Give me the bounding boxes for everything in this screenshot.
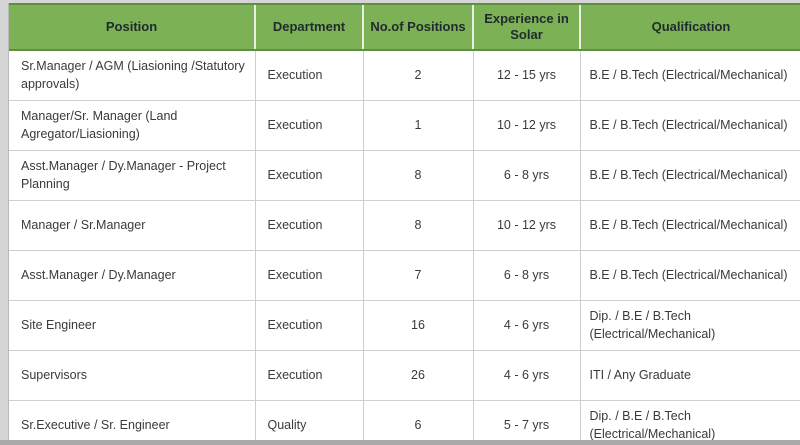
cell-position: Sr.Manager / AGM (Liasioning /Statutory … bbox=[9, 50, 255, 101]
cell-position: Supervisors bbox=[9, 350, 255, 401]
cell-qualification: B.E / B.Tech (Electrical/Mechanical) bbox=[579, 200, 800, 251]
cell-qualification: Dip. / B.E / B.Tech (Electrical/Mechanic… bbox=[579, 400, 800, 440]
cell-experience: 6 - 8 yrs bbox=[472, 150, 580, 201]
table-row: Sr.Executive / Sr. Engineer Quality 6 5 - 7… bbox=[9, 400, 800, 440]
cell-qualification: ITI / Any Graduate bbox=[579, 350, 800, 401]
cell-department: Execution bbox=[254, 100, 363, 151]
cell-count: 7 bbox=[362, 250, 473, 301]
cell-department: Execution bbox=[254, 50, 363, 101]
cell-experience: 12 - 15 yrs bbox=[472, 50, 580, 101]
cell-count: 8 bbox=[362, 200, 473, 251]
cell-experience: 10 - 12 yrs bbox=[472, 200, 580, 251]
cell-experience: 5 - 7 yrs bbox=[472, 400, 580, 440]
table-header-row: Position Department No.of Positions Expe… bbox=[9, 3, 800, 51]
cell-count: 6 bbox=[362, 400, 473, 440]
cell-qualification: B.E / B.Tech (Electrical/Mechanical) bbox=[579, 50, 800, 101]
cell-department: Execution bbox=[254, 200, 363, 251]
cell-department: Execution bbox=[254, 300, 363, 351]
cell-count: 1 bbox=[362, 100, 473, 151]
job-openings-table: Position Department No.of Positions Expe… bbox=[9, 3, 800, 440]
job-openings-table-container: Position Department No.of Positions Expe… bbox=[8, 3, 800, 440]
cell-position: Asst.Manager / Dy.Manager bbox=[9, 250, 255, 301]
cell-count: 8 bbox=[362, 150, 473, 201]
cell-count: 26 bbox=[362, 350, 473, 401]
cell-count: 2 bbox=[362, 50, 473, 101]
table-row: Supervisors Execution 26 4 - 6 yrs ITI / Any… bbox=[9, 350, 800, 401]
cell-qualification: B.E / B.Tech (Electrical/Mechanical) bbox=[579, 150, 800, 201]
cell-position: Sr.Executive / Sr. Engineer bbox=[9, 400, 255, 440]
cell-qualification: Dip. / B.E / B.Tech (Electrical/Mechanic… bbox=[579, 300, 800, 351]
table-row: Site Engineer Execution 16 4 - 6 yrs Dip. / … bbox=[9, 300, 800, 351]
table-body: Sr.Manager / AGM (Liasioning /Statutory … bbox=[9, 50, 800, 440]
cell-department: Execution bbox=[254, 350, 363, 401]
column-header-experience-in-solar: Experience in Solar bbox=[472, 3, 580, 51]
cell-position: Manager / Sr.Manager bbox=[9, 200, 255, 251]
column-header-qualification: Qualification bbox=[579, 3, 800, 51]
cell-experience: 6 - 8 yrs bbox=[472, 250, 580, 301]
cell-position: Asst.Manager / Dy.Manager - Project Plan… bbox=[9, 150, 255, 201]
column-header-department: Department bbox=[254, 3, 363, 51]
cell-qualification: B.E / B.Tech (Electrical/Mechanical) bbox=[579, 100, 800, 151]
cell-count: 16 bbox=[362, 300, 473, 351]
table-row: Manager/Sr. Manager (Land Agregator/Lias… bbox=[9, 100, 800, 151]
cell-experience: 4 - 6 yrs bbox=[472, 350, 580, 401]
cell-department: Quality bbox=[254, 400, 363, 440]
cell-position: Manager/Sr. Manager (Land Agregator/Lias… bbox=[9, 100, 255, 151]
table-row: Manager / Sr.Manager Execution 8 10 - 12 yr… bbox=[9, 200, 800, 251]
cell-experience: 4 - 6 yrs bbox=[472, 300, 580, 351]
cell-position: Site Engineer bbox=[9, 300, 255, 351]
cell-department: Execution bbox=[254, 150, 363, 201]
column-header-no-of-positions: No.of Positions bbox=[362, 3, 473, 51]
cell-department: Execution bbox=[254, 250, 363, 301]
cell-qualification: B.E / B.Tech (Electrical/Mechanical) bbox=[579, 250, 800, 301]
table-row: Asst.Manager / Dy.Manager Execution 7 6 - 8… bbox=[9, 250, 800, 301]
cell-experience: 10 - 12 yrs bbox=[472, 100, 580, 151]
table-row: Asst.Manager / Dy.Manager - Project Plan… bbox=[9, 150, 800, 201]
page-bottom-edge bbox=[0, 440, 800, 445]
table-row: Sr.Manager / AGM (Liasioning /Statutory … bbox=[9, 50, 800, 101]
column-header-position: Position bbox=[9, 3, 255, 51]
